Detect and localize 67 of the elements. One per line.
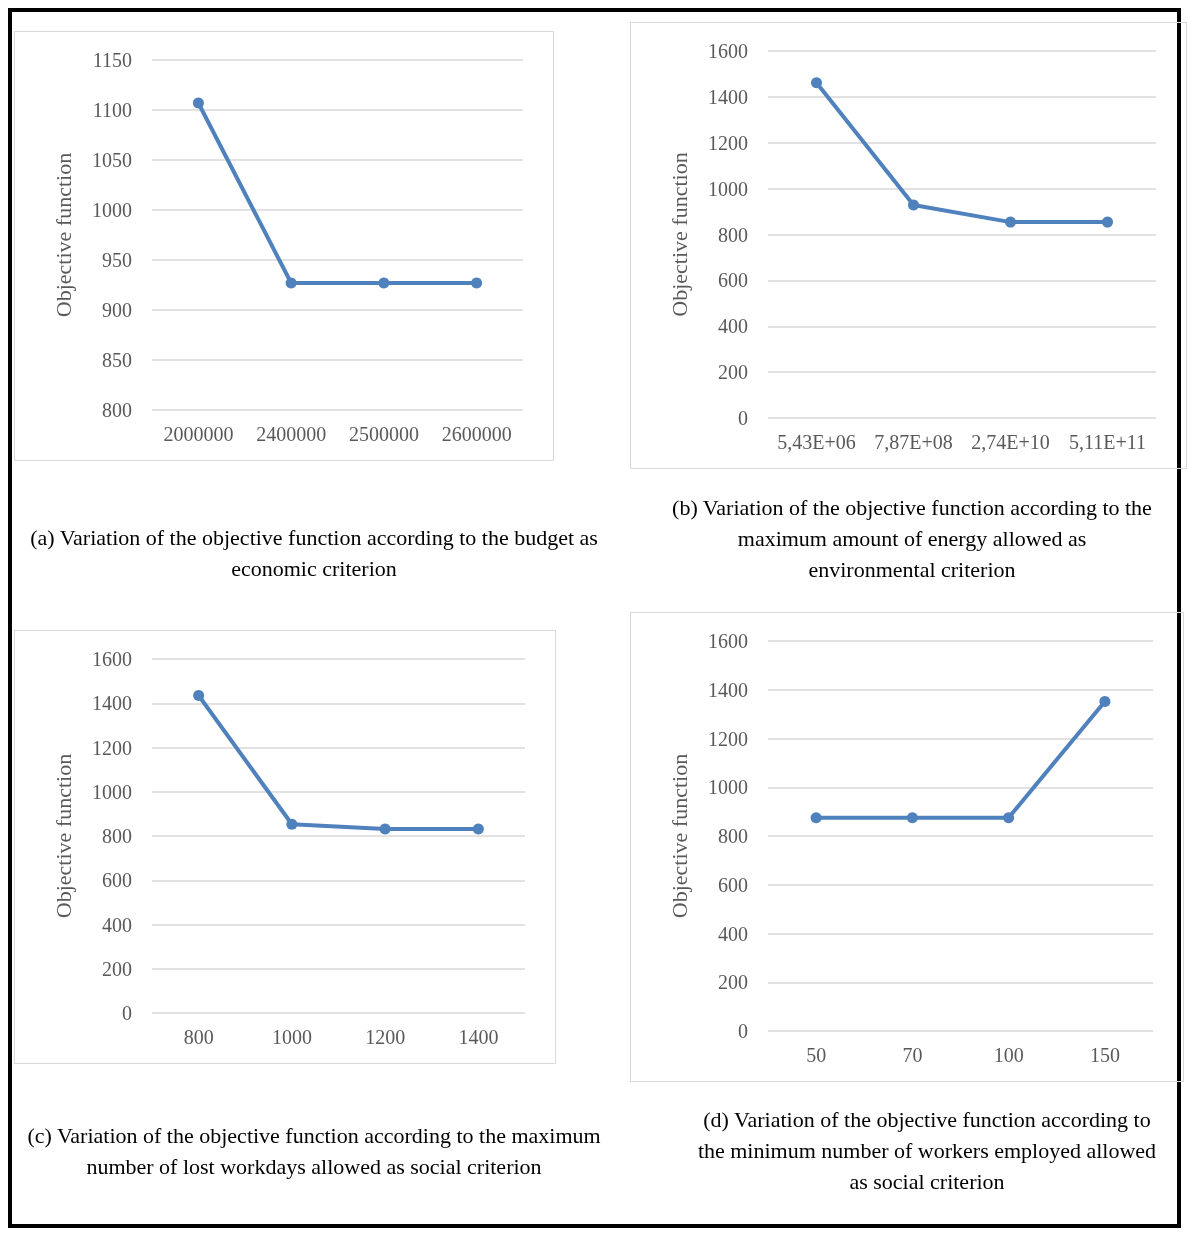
- y-tick-label: 950: [102, 249, 132, 271]
- x-tick-label: 2500000: [348, 423, 419, 445]
- point: [1005, 216, 1016, 228]
- y-tick-label: 600: [102, 869, 132, 892]
- y-axis-title: Objective function: [50, 152, 76, 318]
- y-tick-label: 200: [718, 361, 748, 384]
- y-tick-label: 1400: [708, 678, 748, 701]
- y-tick-label: 1050: [92, 149, 132, 171]
- y-tick-label: 200: [102, 957, 132, 980]
- text: (d) Variation of the objective function according to the minimum number of workers employed allowed as social criterion: [696, 1106, 1158, 1196]
- y-tick-label: 850: [102, 349, 132, 371]
- y-tick-label: 1000: [92, 199, 132, 221]
- y-tick-label: 1000: [708, 776, 748, 799]
- y-tick-label: 1600: [708, 630, 748, 652]
- x-tick-label: 2400000: [256, 423, 327, 445]
- x-tick-label: 70: [902, 1044, 923, 1066]
- y-tick-label: 800: [718, 223, 748, 246]
- x-tick-label: 7,87E+08: [874, 431, 953, 453]
- point: [193, 690, 205, 701]
- x-tick-label: 5,11E+11: [1068, 431, 1147, 453]
- y-axis-title: Objective function: [666, 753, 692, 919]
- y-tick-label: 800: [718, 825, 748, 847]
- y-tick-label: 800: [102, 825, 132, 847]
- y-tick-label: 1150: [92, 49, 132, 71]
- y-tick-label: 200: [718, 971, 748, 994]
- x-tick-label: 1200: [365, 1026, 406, 1048]
- point: [1102, 216, 1113, 228]
- x-tick-label: 2600000: [441, 423, 512, 445]
- x-tick-label: 50: [806, 1044, 827, 1066]
- y-tick-label: 1200: [708, 727, 748, 750]
- text: (b) Variation of the objective function according to the maximum amount of energy allowed as environmental criterion: [672, 494, 1152, 584]
- y-axis-title: Objective function: [666, 152, 692, 317]
- y-tick-label: 1400: [708, 85, 748, 108]
- y-tick-label: 1600: [92, 648, 132, 670]
- point: [379, 823, 391, 835]
- y-tick-label: 400: [102, 913, 132, 936]
- text: (a) Variation of the objective function according to the budget as economic criterion: [29, 524, 599, 583]
- point: [472, 823, 484, 835]
- y-tick-label: 1600: [708, 40, 748, 62]
- point: [286, 818, 298, 830]
- y-tick-label: 1000: [92, 780, 132, 803]
- y-tick-label: 1200: [92, 736, 132, 759]
- x-tick-label: 800: [183, 1026, 214, 1048]
- x-tick-label: 5,43E+06: [777, 431, 856, 453]
- y-tick-label: 400: [718, 922, 748, 945]
- text: (c) Variation of the objective function according to the maximum number of lost workdays allowed as social criterion: [26, 1122, 602, 1181]
- y-tick-label: 1400: [92, 692, 132, 715]
- x-tick-label: 2,74E+10: [971, 431, 1050, 453]
- y-tick-label: 0: [738, 407, 748, 429]
- y-tick-label: 900: [102, 299, 132, 321]
- y-axis-title: Objective function: [50, 753, 76, 919]
- point: [811, 77, 822, 89]
- y-tick-label: 1000: [708, 177, 748, 200]
- x-tick-label: 2000000: [163, 423, 234, 445]
- x-tick-label: 1400: [458, 1026, 499, 1048]
- y-tick-label: 1200: [708, 131, 748, 154]
- x-tick-label: 100: [993, 1044, 1024, 1066]
- y-tick-label: 800: [102, 399, 132, 421]
- point: [908, 199, 919, 211]
- y-tick-label: 1100: [92, 99, 132, 121]
- y-tick-label: 600: [718, 269, 748, 292]
- y-tick-label: 600: [718, 873, 748, 896]
- x-tick-label: 150: [1089, 1044, 1120, 1066]
- y-tick-label: 400: [718, 315, 748, 338]
- x-tick-label: 1000: [271, 1026, 312, 1048]
- y-tick-label: 0: [738, 1020, 748, 1042]
- y-tick-label: 0: [122, 1002, 132, 1024]
